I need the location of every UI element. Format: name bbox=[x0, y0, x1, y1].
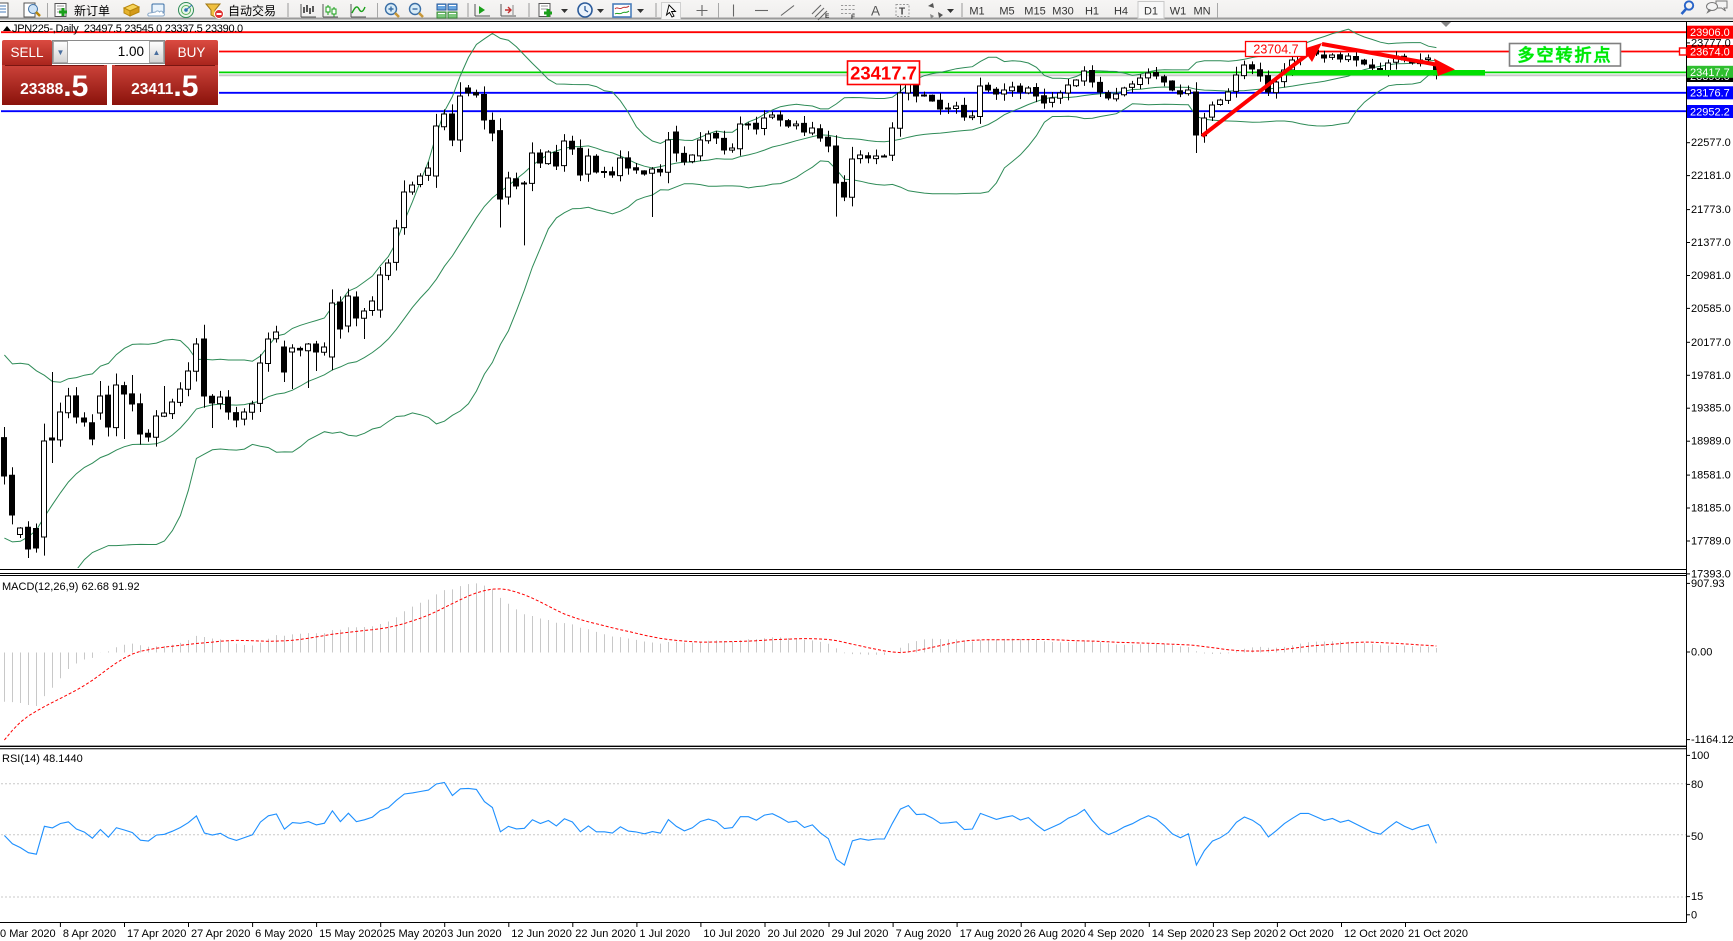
svg-text:4 Sep 2020: 4 Sep 2020 bbox=[1088, 928, 1144, 940]
svg-text:M5: M5 bbox=[999, 6, 1014, 18]
svg-text:18185.0: 18185.0 bbox=[1691, 503, 1731, 515]
svg-text:1 Jul 2020: 1 Jul 2020 bbox=[639, 928, 690, 940]
svg-text:MN: MN bbox=[1193, 6, 1210, 18]
svg-text:21377.0: 21377.0 bbox=[1691, 237, 1731, 249]
svg-text:25 May 2020: 25 May 2020 bbox=[383, 928, 447, 940]
svg-text:7 Aug 2020: 7 Aug 2020 bbox=[896, 928, 952, 940]
svg-text:21 Oct 2020: 21 Oct 2020 bbox=[1408, 928, 1468, 940]
svg-text:F: F bbox=[851, 14, 855, 21]
svg-text:20981.0: 20981.0 bbox=[1691, 270, 1731, 282]
svg-text:JPN225-,Daily 23497.5 23545.0: JPN225-,Daily 23497.5 23545.0 23337.5 23… bbox=[12, 23, 243, 35]
svg-text:M1: M1 bbox=[969, 6, 984, 18]
svg-text:自动交易: 自动交易 bbox=[228, 3, 276, 18]
svg-text:22181.0: 22181.0 bbox=[1691, 170, 1731, 182]
svg-text:23176.7: 23176.7 bbox=[1690, 88, 1730, 100]
svg-text:19385.0: 19385.0 bbox=[1691, 403, 1731, 415]
svg-text:2 Oct 2020: 2 Oct 2020 bbox=[1280, 928, 1334, 940]
svg-text:H1: H1 bbox=[1085, 6, 1099, 18]
svg-text:22952.2: 22952.2 bbox=[1690, 106, 1730, 118]
svg-text:29 Jul 2020: 29 Jul 2020 bbox=[832, 928, 889, 940]
svg-text:W1: W1 bbox=[1170, 6, 1187, 18]
svg-text:E: E bbox=[825, 13, 830, 20]
svg-text:23704.7: 23704.7 bbox=[1253, 43, 1298, 57]
svg-text:30 Mar 2020: 30 Mar 2020 bbox=[0, 928, 56, 940]
svg-text:23417.7: 23417.7 bbox=[1690, 67, 1730, 79]
svg-text:H4: H4 bbox=[1114, 6, 1128, 18]
svg-text:23674.0: 23674.0 bbox=[1690, 46, 1730, 58]
svg-text:21773.0: 21773.0 bbox=[1691, 204, 1731, 216]
svg-text:17 Aug 2020: 17 Aug 2020 bbox=[960, 928, 1022, 940]
svg-text:15: 15 bbox=[1691, 891, 1703, 903]
svg-text:10 Jul 2020: 10 Jul 2020 bbox=[703, 928, 760, 940]
svg-text:27 Apr 2020: 27 Apr 2020 bbox=[191, 928, 250, 940]
svg-text:MACD(12,26,9) 62.68 91.92: MACD(12,26,9) 62.68 91.92 bbox=[2, 581, 140, 593]
svg-text:17789.0: 17789.0 bbox=[1691, 536, 1731, 548]
svg-text:6 May 2020: 6 May 2020 bbox=[255, 928, 312, 940]
svg-text:907.93: 907.93 bbox=[1691, 578, 1725, 590]
svg-text:14 Sep 2020: 14 Sep 2020 bbox=[1152, 928, 1214, 940]
svg-text:T: T bbox=[899, 7, 905, 18]
svg-text:23906.0: 23906.0 bbox=[1690, 27, 1730, 39]
svg-text:RSI(14) 48.1440: RSI(14) 48.1440 bbox=[2, 753, 83, 765]
svg-text:18989.0: 18989.0 bbox=[1691, 436, 1731, 448]
svg-text:20 Jul 2020: 20 Jul 2020 bbox=[768, 928, 825, 940]
svg-text:M30: M30 bbox=[1052, 6, 1073, 18]
svg-text:100: 100 bbox=[1691, 750, 1709, 762]
svg-text:15 May 2020: 15 May 2020 bbox=[319, 928, 383, 940]
svg-text:3 Jun 2020: 3 Jun 2020 bbox=[447, 928, 501, 940]
svg-text:20585.0: 20585.0 bbox=[1691, 303, 1731, 315]
svg-text:新订单: 新订单 bbox=[74, 3, 110, 18]
svg-text:M15: M15 bbox=[1024, 6, 1045, 18]
svg-text:80: 80 bbox=[1691, 779, 1703, 791]
svg-text:A: A bbox=[871, 4, 880, 19]
svg-text:20177.0: 20177.0 bbox=[1691, 337, 1731, 349]
svg-text:22577.0: 22577.0 bbox=[1691, 137, 1731, 149]
svg-text:18581.0: 18581.0 bbox=[1691, 470, 1731, 482]
svg-text:0: 0 bbox=[1691, 909, 1697, 921]
svg-text:22 Jun 2020: 22 Jun 2020 bbox=[575, 928, 636, 940]
svg-text:26 Aug 2020: 26 Aug 2020 bbox=[1024, 928, 1086, 940]
svg-text:-1164.12: -1164.12 bbox=[1691, 734, 1733, 746]
svg-text:D1: D1 bbox=[1144, 6, 1158, 18]
svg-text:0.00: 0.00 bbox=[1691, 647, 1712, 659]
svg-text:12 Jun 2020: 12 Jun 2020 bbox=[511, 928, 572, 940]
svg-text:23417.7: 23417.7 bbox=[850, 63, 917, 84]
svg-text:50: 50 bbox=[1691, 831, 1703, 843]
svg-text:多空转折点: 多空转折点 bbox=[1518, 45, 1613, 65]
svg-text:23 Sep 2020: 23 Sep 2020 bbox=[1216, 928, 1278, 940]
svg-text:23777.0: 23777.0 bbox=[1691, 37, 1731, 49]
svg-text:8 Apr 2020: 8 Apr 2020 bbox=[63, 928, 116, 940]
svg-text:17393.0: 17393.0 bbox=[1691, 568, 1731, 580]
svg-text:19781.0: 19781.0 bbox=[1691, 370, 1731, 382]
svg-text:12 Oct 2020: 12 Oct 2020 bbox=[1344, 928, 1404, 940]
svg-text:17 Apr 2020: 17 Apr 2020 bbox=[127, 928, 186, 940]
